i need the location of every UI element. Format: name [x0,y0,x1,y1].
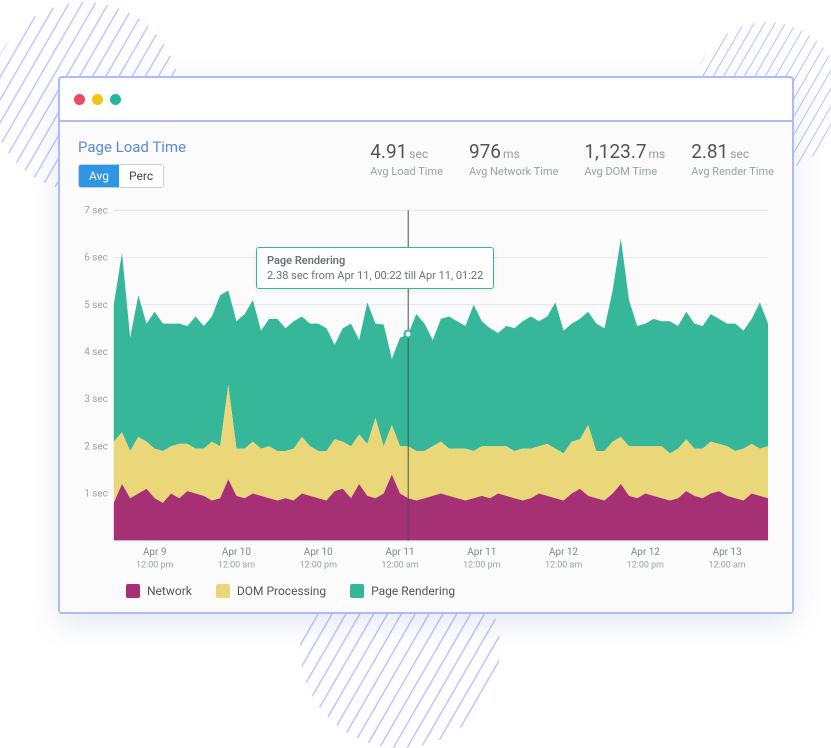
window-max-dot[interactable] [110,94,121,105]
metric-unit: ms [503,147,520,161]
legend-label: DOM Processing [237,584,326,598]
legend-swatch [126,584,140,598]
chart-legend: Network DOM Processing Page Rendering [78,576,774,598]
svg-text:Apr 9: Apr 9 [143,547,167,558]
metric-value: 2.81 [691,140,728,163]
page-title: Page Load Time [78,138,186,156]
svg-text:Apr 10: Apr 10 [304,547,333,558]
svg-text:Apr 11: Apr 11 [385,547,414,558]
app-window: Page Load Time AvgPerc 4.91secAvg Load T… [58,76,794,614]
metric: 4.91sec Avg Load Time [370,140,443,178]
svg-text:Apr 12: Apr 12 [549,547,578,558]
metric-unit: sec [730,147,749,161]
metric-label: Avg Network Time [469,165,558,178]
window-min-dot[interactable] [92,94,103,105]
svg-text:12:00 pm: 12:00 pm [136,561,173,571]
svg-text:6 sec: 6 sec [84,252,108,263]
toggle-avg-button[interactable]: Avg [79,165,119,187]
metric-value: 4.91 [370,140,407,163]
legend-item[interactable]: Network [126,584,192,598]
window-titlebar [60,78,792,122]
header: Page Load Time AvgPerc 4.91secAvg Load T… [78,138,774,188]
svg-text:2 sec: 2 sec [84,441,108,452]
metric: 1,123.7ms Avg DOM Time [584,140,665,178]
svg-text:Apr 12: Apr 12 [631,547,660,558]
svg-text:3 sec: 3 sec [84,394,108,405]
toggle-perc-button[interactable]: Perc [119,165,163,187]
metric-label: Avg Render Time [691,165,774,178]
chart[interactable]: 1 sec 2 sec 3 sec 4 sec 5 sec 6 sec 7 sec Apr 9… [78,202,774,576]
svg-text:5 sec: 5 sec [84,300,108,311]
svg-text:12:00 am: 12:00 am [381,561,418,571]
legend-label: Page Rendering [371,584,455,598]
content-area: Page Load Time AvgPerc 4.91secAvg Load T… [60,122,792,612]
svg-text:12:00 pm: 12:00 pm [627,561,664,571]
metric-value: 1,123.7 [584,140,646,163]
legend-label: Network [147,584,192,598]
metric-label: Avg Load Time [370,165,443,178]
avg-perc-toggle: AvgPerc [78,164,164,188]
svg-text:12:00 am: 12:00 am [709,561,746,571]
metric-unit: sec [409,147,428,161]
svg-text:Apr 13: Apr 13 [713,547,742,558]
legend-item[interactable]: DOM Processing [216,584,326,598]
svg-text:12:00 am: 12:00 am [545,561,582,571]
svg-text:12:00 pm: 12:00 pm [300,561,337,571]
svg-text:Apr 10: Apr 10 [222,547,251,558]
legend-swatch [216,584,230,598]
svg-text:4 sec: 4 sec [84,347,108,358]
svg-text:Apr 11: Apr 11 [467,547,496,558]
legend-swatch [350,584,364,598]
svg-text:12:00 pm: 12:00 pm [463,561,500,571]
svg-text:1 sec: 1 sec [84,488,108,499]
svg-text:7 sec: 7 sec [84,205,108,216]
metric-value: 976 [469,140,501,163]
metrics-row: 4.91secAvg Load Time976msAvg Network Tim… [370,138,774,178]
legend-item[interactable]: Page Rendering [350,584,455,598]
window-close-dot[interactable] [74,94,85,105]
svg-text:12:00 am: 12:00 am [218,561,255,571]
metric-label: Avg DOM Time [584,165,665,178]
metric: 2.81sec Avg Render Time [691,140,774,178]
metric-unit: ms [649,147,666,161]
metric: 976ms Avg Network Time [469,140,558,178]
